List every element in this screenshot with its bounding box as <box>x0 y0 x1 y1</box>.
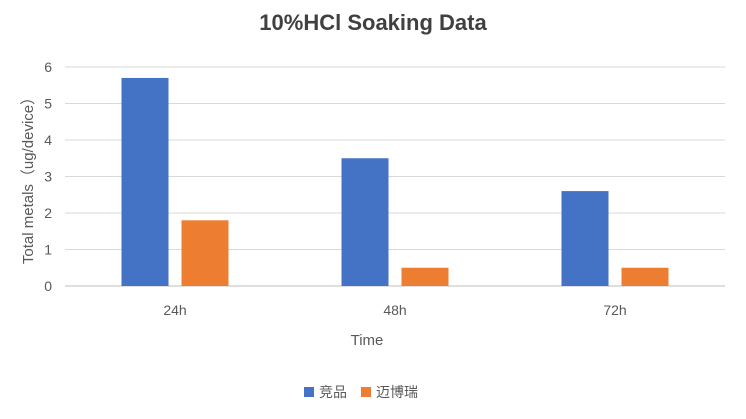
bar-24h-0 <box>121 77 169 286</box>
legend-label: 竞品 <box>319 384 347 400</box>
x-tick-label: 72h <box>603 302 626 318</box>
chart-title: 10%HCl Soaking Data <box>259 10 487 35</box>
gridlines <box>65 66 725 287</box>
y-tick-label: 4 <box>44 132 52 148</box>
y-tick-label: 0 <box>44 278 52 294</box>
x-tick-label: 48h <box>383 302 406 318</box>
bar-24h-1 <box>181 220 229 286</box>
x-tick-label: 24h <box>163 302 186 318</box>
bar-48h-1 <box>401 267 449 286</box>
bar-48h-0 <box>341 158 389 286</box>
y-tick-label: 1 <box>44 242 52 258</box>
legend-swatch <box>304 387 314 397</box>
bar-72h-0 <box>561 191 609 286</box>
x-tick-labels: 24h 48h 72h <box>163 302 626 318</box>
y-tick-label: 6 <box>44 59 52 75</box>
y-tick-label: 5 <box>44 96 52 112</box>
bar-72h-1 <box>621 267 669 286</box>
y-tick-label: 3 <box>44 169 52 185</box>
legend-swatch <box>361 387 371 397</box>
bars <box>121 77 669 286</box>
legend: 竞品 迈博瑞 <box>304 384 418 400</box>
legend-label: 迈博瑞 <box>376 384 418 400</box>
x-axis-title: Time <box>351 332 384 349</box>
y-tick-labels: 0 1 2 3 4 5 6 <box>44 59 52 294</box>
y-axis-title: Total metals（ug/device） <box>20 90 37 264</box>
y-tick-label: 2 <box>44 205 52 221</box>
